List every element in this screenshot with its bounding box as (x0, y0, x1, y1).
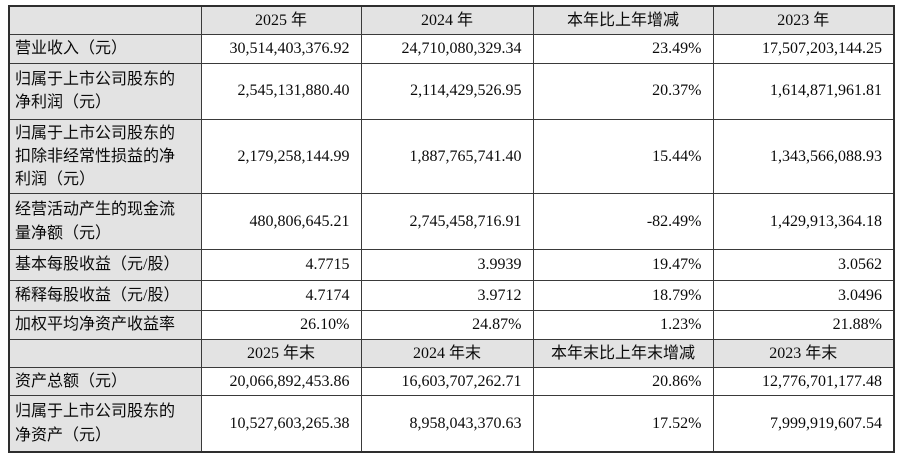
value-2023: 3.0496 (712, 280, 895, 312)
table-row-net-assets: 归属于上市公司股东的净资产（元） 10,527,603,265.38 8,958… (8, 395, 895, 453)
period-end-header-row: 2025 年末 2024 年末 本年末比上年末增减 2023 年末 (8, 339, 895, 369)
value-change: 20.86% (532, 367, 714, 397)
value-2025: 30,514,403,376.92 (200, 33, 362, 64)
value-2024: 16,603,707,262.71 (360, 367, 534, 397)
row-label: 归属于上市公司股东的净资产（元） (8, 395, 202, 453)
table-row-net-profit-excl-nonrecurring: 归属于上市公司股东的扣除非经常性损益的净利润（元） 2,179,258,144.… (8, 118, 895, 195)
value-2023: 3.0562 (712, 249, 895, 282)
value-change: 1.23% (532, 310, 714, 341)
row-label: 归属于上市公司股东的净利润（元） (8, 62, 202, 120)
value-2024: 2,114,429,526.95 (360, 62, 534, 120)
value-2025: 4.7174 (200, 280, 362, 312)
period-header-row: 2025 年 2024 年 本年比上年增减 2023 年 (8, 5, 895, 35)
row-label: 经营活动产生的现金流量净额（元） (8, 193, 202, 251)
value-2023: 1,614,871,961.81 (712, 62, 895, 120)
value-2023: 7,999,919,607.54 (712, 395, 895, 453)
value-change: 17.52% (532, 395, 714, 453)
value-2024: 24,710,080,329.34 (360, 33, 534, 64)
value-change: 20.37% (532, 62, 714, 120)
value-2025: 2,179,258,144.99 (200, 118, 362, 195)
header-year-2025: 2025 年 (200, 5, 362, 35)
table-row-total-assets: 资产总额（元） 20,066,892,453.86 16,603,707,262… (8, 367, 895, 397)
table-row-net-profit: 归属于上市公司股东的净利润（元） 2,545,131,880.40 2,114,… (8, 62, 895, 120)
value-change: 18.79% (532, 280, 714, 312)
value-2023: 1,429,913,364.18 (712, 193, 895, 251)
row-label: 加权平均净资产收益率 (8, 310, 202, 341)
row-label: 稀释每股收益（元/股） (8, 280, 202, 312)
value-2025: 4.7715 (200, 249, 362, 282)
value-2023: 21.88% (712, 310, 895, 341)
value-change: 19.47% (532, 249, 714, 282)
value-2024: 1,887,765,741.40 (360, 118, 534, 195)
value-2024: 8,958,043,370.63 (360, 395, 534, 453)
value-2024: 3.9712 (360, 280, 534, 312)
header-end-2023: 2023 年末 (712, 339, 895, 369)
value-2025: 10,527,603,265.38 (200, 395, 362, 453)
table-row-diluted-eps: 稀释每股收益（元/股） 4.7174 3.9712 18.79% 3.0496 (8, 280, 895, 312)
header-year-2023: 2023 年 (712, 5, 895, 35)
row-label: 营业收入（元） (8, 33, 202, 64)
value-2024: 2,745,458,716.91 (360, 193, 534, 251)
value-2025: 26.10% (200, 310, 362, 341)
row-label: 资产总额（元） (8, 367, 202, 397)
value-2024: 3.9939 (360, 249, 534, 282)
value-change: -82.49% (532, 193, 714, 251)
value-2023: 17,507,203,144.25 (712, 33, 895, 64)
value-2025: 2,545,131,880.40 (200, 62, 362, 120)
header-year-2024: 2024 年 (360, 5, 534, 35)
value-change: 15.44% (532, 118, 714, 195)
value-change: 23.49% (532, 33, 714, 64)
table-row-basic-eps: 基本每股收益（元/股） 4.7715 3.9939 19.47% 3.0562 (8, 249, 895, 282)
row-label: 归属于上市公司股东的扣除非经常性损益的净利润（元） (8, 118, 202, 195)
header-yoy-change: 本年比上年增减 (532, 5, 714, 35)
financial-summary-table: 2025 年 2024 年 本年比上年增减 2023 年 营业收入（元） 30,… (8, 5, 895, 453)
header-end-2024: 2024 年末 (360, 339, 534, 369)
table-row-operating-revenue: 营业收入（元） 30,514,403,376.92 24,710,080,329… (8, 33, 895, 64)
header-corner-cell (8, 5, 202, 35)
value-2025: 480,806,645.21 (200, 193, 362, 251)
value-2023: 12,776,701,177.48 (712, 367, 895, 397)
header-end-yoy-change: 本年末比上年末增减 (532, 339, 714, 369)
value-2023: 1,343,566,088.93 (712, 118, 895, 195)
table-row-weighted-avg-roe: 加权平均净资产收益率 26.10% 24.87% 1.23% 21.88% (8, 310, 895, 341)
row-label: 基本每股收益（元/股） (8, 249, 202, 282)
header-end-2025: 2025 年末 (200, 339, 362, 369)
table-row-operating-cash-flow: 经营活动产生的现金流量净额（元） 480,806,645.21 2,745,45… (8, 193, 895, 251)
header-corner-cell (8, 339, 202, 369)
value-2024: 24.87% (360, 310, 534, 341)
value-2025: 20,066,892,453.86 (200, 367, 362, 397)
